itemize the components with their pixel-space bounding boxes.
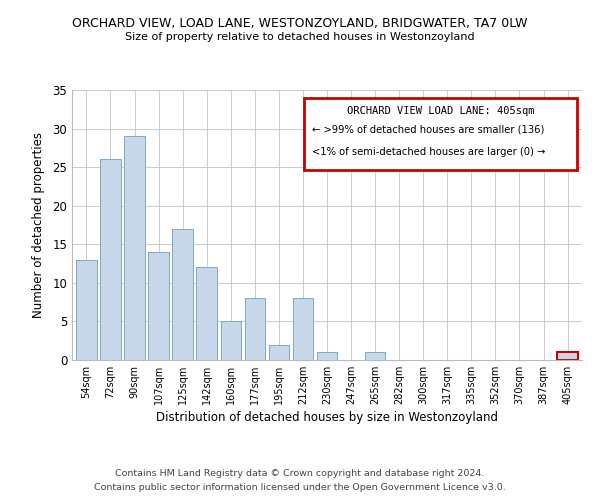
Bar: [269, 344, 289, 360]
Text: ORCHARD VIEW LOAD LANE: 405sqm: ORCHARD VIEW LOAD LANE: 405sqm: [347, 106, 534, 116]
Bar: [100, 160, 121, 360]
Bar: [557, 352, 578, 360]
Bar: [317, 352, 337, 360]
Text: Contains public sector information licensed under the Open Government Licence v3: Contains public sector information licen…: [94, 484, 506, 492]
Bar: [172, 229, 193, 360]
Text: Contains HM Land Registry data © Crown copyright and database right 2024.: Contains HM Land Registry data © Crown c…: [115, 468, 485, 477]
Bar: [148, 252, 169, 360]
FancyBboxPatch shape: [304, 98, 577, 170]
Bar: [245, 298, 265, 360]
Bar: [124, 136, 145, 360]
Y-axis label: Number of detached properties: Number of detached properties: [32, 132, 46, 318]
Bar: [293, 298, 313, 360]
Bar: [196, 268, 217, 360]
Text: Size of property relative to detached houses in Westonzoyland: Size of property relative to detached ho…: [125, 32, 475, 42]
Text: ORCHARD VIEW, LOAD LANE, WESTONZOYLAND, BRIDGWATER, TA7 0LW: ORCHARD VIEW, LOAD LANE, WESTONZOYLAND, …: [72, 18, 528, 30]
X-axis label: Distribution of detached houses by size in Westonzoyland: Distribution of detached houses by size …: [156, 411, 498, 424]
Bar: [365, 352, 385, 360]
Text: <1% of semi-detached houses are larger (0) →: <1% of semi-detached houses are larger (…: [312, 147, 545, 157]
Text: ← >99% of detached houses are smaller (136): ← >99% of detached houses are smaller (1…: [312, 124, 544, 134]
Bar: [76, 260, 97, 360]
Bar: [221, 322, 241, 360]
